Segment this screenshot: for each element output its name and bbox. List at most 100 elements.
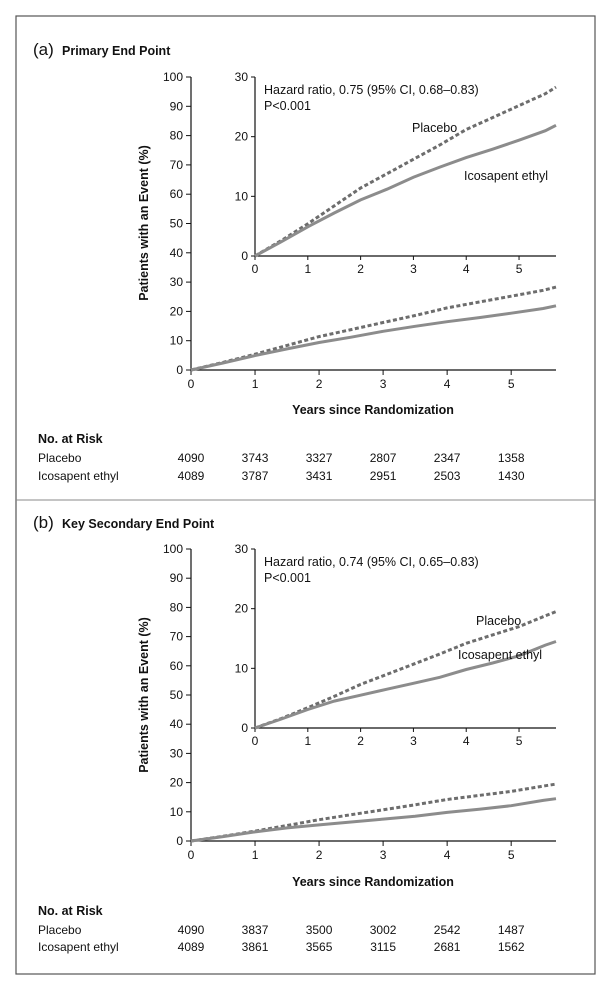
panel-b-main-y-tick-label: 90: [170, 571, 184, 585]
panel-b-risk-value: 3002: [370, 923, 397, 937]
panel-b-inset-y-tick-label: 10: [235, 661, 249, 675]
panel-a-main-x-tick-label: 1: [252, 377, 259, 391]
panel-a-x-axis-title: Years since Randomization: [292, 403, 454, 417]
panel-a-risk-value: 4089: [178, 469, 205, 483]
panel-b-risk-header: No. at Risk: [38, 904, 103, 918]
panel-a-main-y-tick-label: 90: [170, 99, 184, 113]
panel-b-inset-background: [225, 543, 562, 748]
panel-a-inset-x-tick-label: 1: [304, 262, 311, 276]
panel-b-main-y-tick-label: 70: [170, 630, 184, 644]
panel-a-inset-y-tick-label: 0: [241, 249, 248, 263]
panel-a-main-y-tick-label: 40: [170, 246, 184, 260]
panel-a-inset-y-tick-label: 30: [235, 70, 249, 84]
panel-b-x-axis-title: Years since Randomization: [292, 875, 454, 889]
panel-a-main-y-tick-label: 70: [170, 158, 184, 172]
panel-b-inset-x-tick-label: 2: [357, 734, 364, 748]
panel-b-main-x-tick-label: 4: [444, 848, 451, 862]
panel-b-main-y-tick-label: 0: [176, 834, 183, 848]
panel-a-y-axis-title: Patients with an Event (%): [137, 145, 151, 301]
panel-b-inset-x-tick-label: 1: [304, 734, 311, 748]
panel-a-main-x-tick-label: 5: [508, 377, 515, 391]
panel-b-risk-value: 3500: [306, 923, 333, 937]
panel-b-risk-value: 3565: [306, 940, 333, 954]
panel-a-risk-row-label: Placebo: [38, 451, 82, 465]
panel-b-risk-value: 3115: [370, 940, 396, 954]
panel-a-inset-placebo-line: [254, 85, 557, 258]
panel-b-y-axis-title: Patients with an Event (%): [137, 617, 151, 773]
panel-b-inset-x-tick-label: 0: [252, 734, 259, 748]
panel-a-main-y-tick-label: 60: [170, 187, 184, 201]
panel-a-risk-value: 1430: [498, 469, 525, 483]
panel-b-title: Key Secondary End Point: [62, 517, 215, 531]
panel-a-main-y-tick-label: 30: [170, 275, 184, 289]
panel-a-main-y-tick-label: 0: [176, 363, 183, 377]
panel-b-risk-value: 4089: [178, 940, 205, 954]
panel-b-main-y-tick-label: 10: [170, 805, 184, 819]
panel-b-inset-y-tick-label: 20: [235, 602, 249, 616]
panel-b-main-x-tick-label: 0: [188, 848, 195, 862]
panel-b-main-x-tick-label: 1: [252, 848, 259, 862]
panel-b-main-y-tick-label: 60: [170, 659, 184, 673]
panel-b-risk-row-label: Placebo: [38, 923, 82, 937]
panel-a-inset-x-tick-label: 5: [516, 262, 523, 276]
panel-b-letter: (b): [33, 513, 54, 532]
panel-b-inset-icosapent-line: [254, 640, 557, 730]
panel-a-risk-value: 2503: [434, 469, 461, 483]
panel-a-hazard-ratio: Hazard ratio, 0.75 (95% CI, 0.68–0.83): [264, 83, 479, 97]
panel-b-inset-y-tick-label: 0: [241, 721, 248, 735]
panel-a-title: Primary End Point: [62, 44, 171, 58]
panel-b-risk-row-label: Icosapent ethyl: [38, 940, 119, 954]
panel-b-risk-value: 2681: [434, 940, 461, 954]
panel-a-main-x-tick-label: 3: [380, 377, 387, 391]
panel-a-risk-value: 3743: [242, 451, 269, 465]
panel-b-inset-x-tick-label: 4: [463, 734, 470, 748]
panel-a-risk-header: No. at Risk: [38, 432, 103, 446]
panel-b-main-y-tick-label: 30: [170, 746, 184, 760]
panel-a-risk-value: 2951: [370, 469, 397, 483]
panel-a-risk-value: 3431: [306, 469, 333, 483]
panel-a-inset-x-tick-label: 3: [410, 262, 417, 276]
panel-b-inset-x-tick-label: 5: [516, 734, 523, 748]
panel-a-placebo-label: Placebo: [412, 121, 457, 135]
panel-a-risk-value: 3787: [242, 469, 269, 483]
panel-a-risk-value: 2347: [434, 451, 461, 465]
panel-b-placebo-label: Placebo: [476, 614, 521, 628]
panel-b-hazard-ratio: Hazard ratio, 0.74 (95% CI, 0.65–0.83): [264, 555, 479, 569]
panel-a-inset-x-tick-label: 4: [463, 262, 470, 276]
panel-b-risk-value: 2542: [434, 923, 461, 937]
panel-a-main-x-tick-label: 2: [316, 377, 323, 391]
panel-a-inset-x-tick-label: 2: [357, 262, 364, 276]
panel-a-risk-row-label: Icosapent ethyl: [38, 469, 119, 483]
panel-a-inset-icosapent-line: [254, 123, 557, 258]
panel-a-main-y-tick-label: 20: [170, 304, 184, 318]
panel-b-risk-value: 1487: [498, 923, 525, 937]
panel-b-inset-placebo-line: [254, 610, 557, 730]
panel-b-icosapent-label: Icosapent ethyl: [458, 648, 542, 662]
panel-b-main-y-tick-label: 20: [170, 776, 184, 790]
panel-a-risk-value: 3327: [306, 451, 333, 465]
panel-b-main-y-tick-label: 100: [163, 542, 183, 556]
panel-a-risk-value: 1358: [498, 451, 525, 465]
panel-a-main-y-tick-label: 10: [170, 334, 184, 348]
panel-a-main-y-tick-label: 80: [170, 129, 184, 143]
panel-a-letter: (a): [33, 40, 54, 59]
panel-a-inset-y-tick-label: 20: [235, 130, 249, 144]
panel-a-main-y-tick-label: 50: [170, 217, 184, 231]
panel-a-icosapent-label: Icosapent ethyl: [464, 169, 548, 183]
panel-a-risk-value: 4090: [178, 451, 205, 465]
panel-b-main-y-tick-label: 50: [170, 688, 184, 702]
panel-a-main-x-tick-label: 0: [188, 377, 195, 391]
panel-b-risk-value: 3837: [242, 923, 269, 937]
panel-b-main-icosapent-line: [190, 797, 557, 843]
panel-a-main-y-tick-label: 100: [163, 70, 183, 84]
figure-frame: [15, 15, 596, 975]
panel-b-risk-value: 3861: [242, 940, 269, 954]
panel-a-inset-x-tick-label: 0: [252, 262, 259, 276]
panel-b-main-x-tick-label: 3: [380, 848, 387, 862]
panel-b-p-value: P<0.001: [264, 571, 311, 585]
panel-a-main-x-tick-label: 4: [444, 377, 451, 391]
panel-a-main-icosapent-line: [190, 304, 557, 372]
